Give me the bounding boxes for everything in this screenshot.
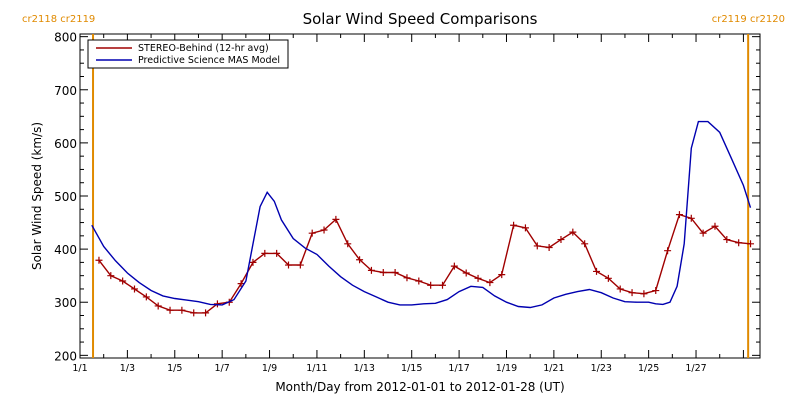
left-rotation-label: cr2118 cr2119 <box>22 14 95 25</box>
series-point <box>581 240 589 248</box>
series-point <box>533 242 541 250</box>
legend-label-stereo: STEREO-Behind (12-hr avg) <box>138 43 269 54</box>
y-axis: 200 300 400 500 600 700 800 <box>54 31 760 363</box>
series-layer <box>91 120 755 317</box>
series-point <box>498 271 506 279</box>
rotation-marker-lines <box>92 34 750 358</box>
x-tick-label: 1/5 <box>167 363 182 374</box>
series-point <box>391 268 399 276</box>
series-point <box>723 236 731 244</box>
series-point <box>699 229 707 237</box>
x-tick-label: 1/13 <box>354 363 375 374</box>
series-point <box>675 211 683 219</box>
y-axis-label: Solar Wind Speed (km/s) <box>30 122 44 270</box>
series-point <box>735 239 743 247</box>
series-point <box>308 229 316 237</box>
legend: STEREO-Behind (12-hr avg) Predictive Sci… <box>87 39 289 69</box>
series-point <box>747 240 755 248</box>
x-tick-label: 1/23 <box>591 363 612 374</box>
y-tick-label: 400 <box>54 243 77 257</box>
series-point <box>450 262 458 270</box>
series-point <box>95 256 103 264</box>
x-tick-label: 1/1 <box>72 363 87 374</box>
series-point <box>296 261 304 269</box>
x-tick-label: 1/7 <box>215 363 230 374</box>
series-point <box>261 249 269 257</box>
series-point <box>486 279 494 287</box>
series-point <box>510 221 518 229</box>
series-point <box>142 293 150 301</box>
series-point <box>569 228 577 236</box>
x-tick-label: 1/19 <box>496 363 517 374</box>
x-tick-label: 1/17 <box>448 363 469 374</box>
series-point <box>640 290 648 298</box>
y-tick-label: 700 <box>54 84 77 98</box>
series-point <box>427 281 435 289</box>
series-point <box>557 236 565 244</box>
legend-label-mas-model: Predictive Science MAS Model <box>138 55 280 66</box>
series-point <box>202 309 210 317</box>
series-point <box>616 285 624 293</box>
x-tick-label: 1/25 <box>638 363 659 374</box>
series-line-0 <box>98 213 751 314</box>
series-point <box>213 300 221 308</box>
x-tick-label: 1/9 <box>262 363 277 374</box>
series-line-1 <box>91 120 752 309</box>
series-point <box>130 285 138 293</box>
x-tick-label: 1/27 <box>685 363 706 374</box>
series-point <box>403 274 411 282</box>
series-point <box>628 289 636 297</box>
series-point <box>462 269 470 277</box>
x-tick-label: 1/21 <box>543 363 564 374</box>
right-rotation-label: cr2119 cr2120 <box>712 14 785 25</box>
series-point <box>593 267 601 275</box>
y-tick-label: 500 <box>54 190 77 204</box>
series-point <box>474 274 482 282</box>
series-point <box>178 306 186 314</box>
chart-title: Solar Wind Speed Comparisons <box>303 10 538 28</box>
series-point <box>687 214 695 222</box>
series-point <box>415 277 423 285</box>
series-point <box>249 258 257 266</box>
x-axis-label: Month/Day from 2012-01-01 to 2012-01-28 … <box>275 380 564 394</box>
x-axis: 1/1 1/3 1/5 1/7 1/9 1/11 1/13 1/15 1/17 1/19 1/21 1… <box>72 34 744 374</box>
legend-box <box>87 39 289 69</box>
series-point <box>652 287 660 295</box>
series-point <box>154 302 162 310</box>
series-point <box>367 266 375 274</box>
series-point <box>332 215 340 223</box>
x-tick-label: 1/15 <box>401 363 422 374</box>
series-point <box>273 249 281 257</box>
series-point <box>604 274 612 282</box>
series-point <box>711 222 719 230</box>
series-point <box>166 306 174 314</box>
series-point <box>320 226 328 234</box>
series-point <box>190 309 198 317</box>
series-point <box>119 277 127 285</box>
series-point <box>664 247 672 255</box>
y-tick-label: 200 <box>54 349 77 363</box>
y-tick-label: 300 <box>54 296 77 310</box>
y-tick-label: 600 <box>54 137 77 151</box>
series-point <box>545 244 553 252</box>
series-point <box>521 224 529 232</box>
series-point <box>439 281 447 289</box>
series-point <box>356 256 364 264</box>
y-tick-label: 800 <box>54 31 77 45</box>
x-tick-label: 1/11 <box>306 363 327 374</box>
series-point <box>285 261 293 269</box>
series-point <box>107 272 115 280</box>
series-point <box>344 240 352 248</box>
series-point <box>379 268 387 276</box>
x-tick-label: 1/3 <box>120 363 135 374</box>
